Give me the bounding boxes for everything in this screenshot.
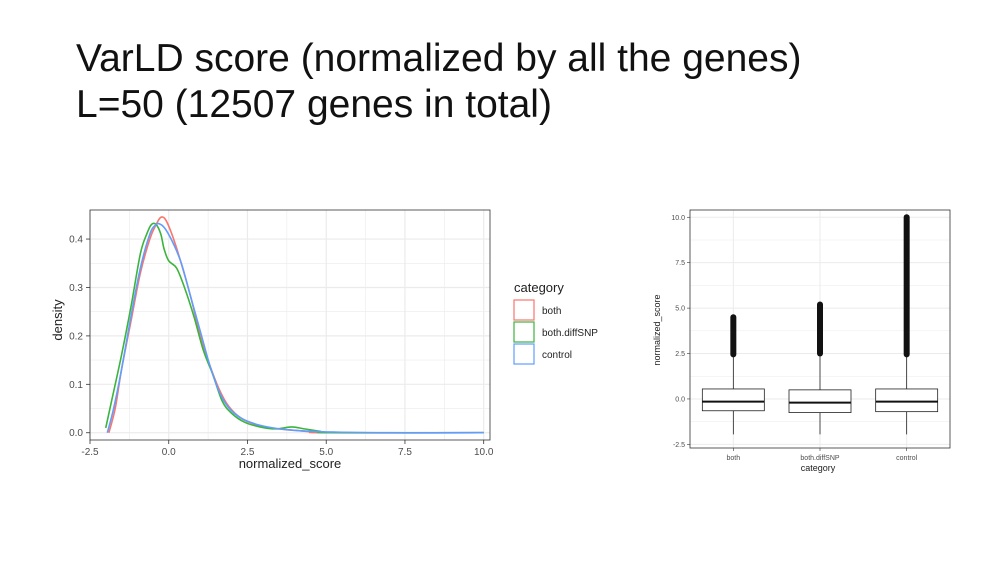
density-line-control [106, 222, 484, 434]
legend-title: category [514, 280, 564, 295]
density-chart: -2.5 0.0 2.5 5.0 7.5 10.0 0.0 0.1 0.2 0.3 0.4 norm… [50, 209, 598, 471]
legend-label-both_diffSNP: both.diffSNP [542, 328, 598, 339]
box-y-tick-label: 0.0 [675, 396, 685, 403]
density-line-both [108, 216, 484, 434]
x-tick-label: 5.0 [319, 447, 333, 458]
legend-label-control: control [542, 350, 572, 361]
density-line-both_diffSNP [104, 222, 484, 434]
legend-key-both_diffSNP [513, 321, 535, 343]
box-y-tick-label: 10.0 [671, 215, 685, 222]
x-tick-label: 10.0 [474, 447, 494, 458]
box-iqr [788, 389, 852, 413]
box-y-tick-label: 7.5 [675, 260, 685, 267]
box-y-tick-label: -2.5 [673, 442, 685, 449]
y-tick-label: 0.3 [69, 283, 83, 294]
box-iqr [701, 388, 765, 412]
y-tick-label: 0.2 [69, 331, 83, 342]
x-tick-label: 2.5 [241, 447, 255, 458]
box-x-tick-label: both [727, 455, 741, 462]
boxplot-boxes [701, 214, 939, 435]
y-tick-label: 0.4 [69, 235, 83, 246]
density-x-axis-label: normalized_score [239, 456, 342, 471]
x-tick-label: -2.5 [81, 447, 99, 458]
density-y-axis-label: density [50, 299, 65, 341]
legend-key-both [513, 299, 535, 321]
boxplot-chart: -2.5 0.0 2.5 5.0 7.5 10.0 both both.diffSNP cont… [652, 209, 951, 473]
legend-key-control [513, 343, 535, 365]
y-tick-label: 0.0 [69, 428, 83, 439]
box-y-tick-label: 5.0 [675, 306, 685, 313]
density-panel-border [89, 209, 491, 441]
boxplot-axes: -2.5 0.0 2.5 5.0 7.5 10.0 both both.diffSNP cont… [671, 215, 917, 462]
boxplot-x-axis-label: category [801, 463, 836, 473]
box-x-tick-label: both.diffSNP [800, 455, 840, 462]
density-axes: -2.5 0.0 2.5 5.0 7.5 10.0 0.0 0.1 0.2 0.3 0.4 [69, 235, 494, 458]
slide-title: VarLD score (normalized by all the genes… [76, 36, 976, 128]
box-iqr [875, 388, 939, 413]
box-y-tick-label: 2.5 [675, 351, 685, 358]
density-grid [89, 210, 490, 440]
density-legend: category both both.diffSNP control [513, 280, 598, 365]
y-tick-label: 0.1 [69, 380, 83, 391]
x-tick-label: 0.0 [162, 447, 176, 458]
x-tick-label: 7.5 [398, 447, 412, 458]
box-x-tick-label: control [896, 455, 917, 462]
boxplot-y-axis-label: normalized_score [652, 294, 662, 365]
title-line-2: L=50 (12507 genes in total) [76, 83, 552, 126]
density-lines [104, 216, 484, 434]
title-line-1: VarLD score (normalized by all the genes… [76, 37, 802, 80]
legend-label-both: both [542, 306, 561, 317]
